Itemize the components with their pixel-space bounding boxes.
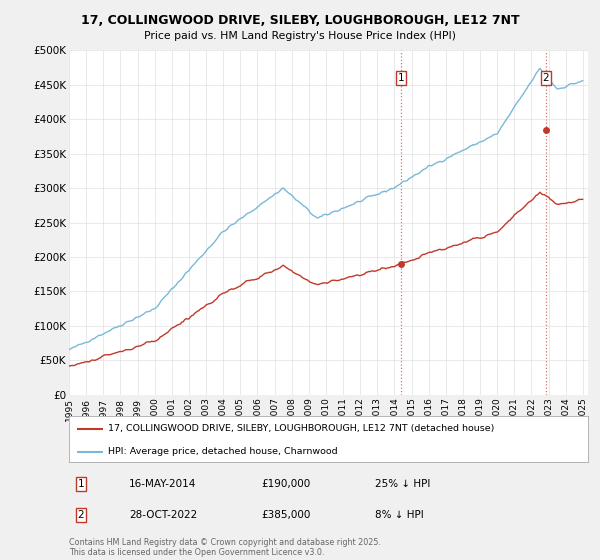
Text: 25% ↓ HPI: 25% ↓ HPI — [375, 479, 430, 489]
Text: Contains HM Land Registry data © Crown copyright and database right 2025.
This d: Contains HM Land Registry data © Crown c… — [69, 538, 381, 557]
Text: 17, COLLINGWOOD DRIVE, SILEBY, LOUGHBOROUGH, LE12 7NT: 17, COLLINGWOOD DRIVE, SILEBY, LOUGHBORO… — [80, 14, 520, 27]
Text: Price paid vs. HM Land Registry's House Price Index (HPI): Price paid vs. HM Land Registry's House … — [144, 31, 456, 41]
Text: HPI: Average price, detached house, Charnwood: HPI: Average price, detached house, Char… — [108, 447, 338, 456]
Text: 28-OCT-2022: 28-OCT-2022 — [129, 510, 197, 520]
Text: 8% ↓ HPI: 8% ↓ HPI — [375, 510, 424, 520]
Text: 1: 1 — [77, 479, 85, 489]
Text: £190,000: £190,000 — [261, 479, 310, 489]
Text: £385,000: £385,000 — [261, 510, 310, 520]
Text: 2: 2 — [77, 510, 85, 520]
Text: 1: 1 — [397, 73, 404, 83]
Text: 16-MAY-2014: 16-MAY-2014 — [129, 479, 196, 489]
Text: 17, COLLINGWOOD DRIVE, SILEBY, LOUGHBOROUGH, LE12 7NT (detached house): 17, COLLINGWOOD DRIVE, SILEBY, LOUGHBORO… — [108, 424, 494, 433]
Text: 2: 2 — [542, 73, 549, 83]
